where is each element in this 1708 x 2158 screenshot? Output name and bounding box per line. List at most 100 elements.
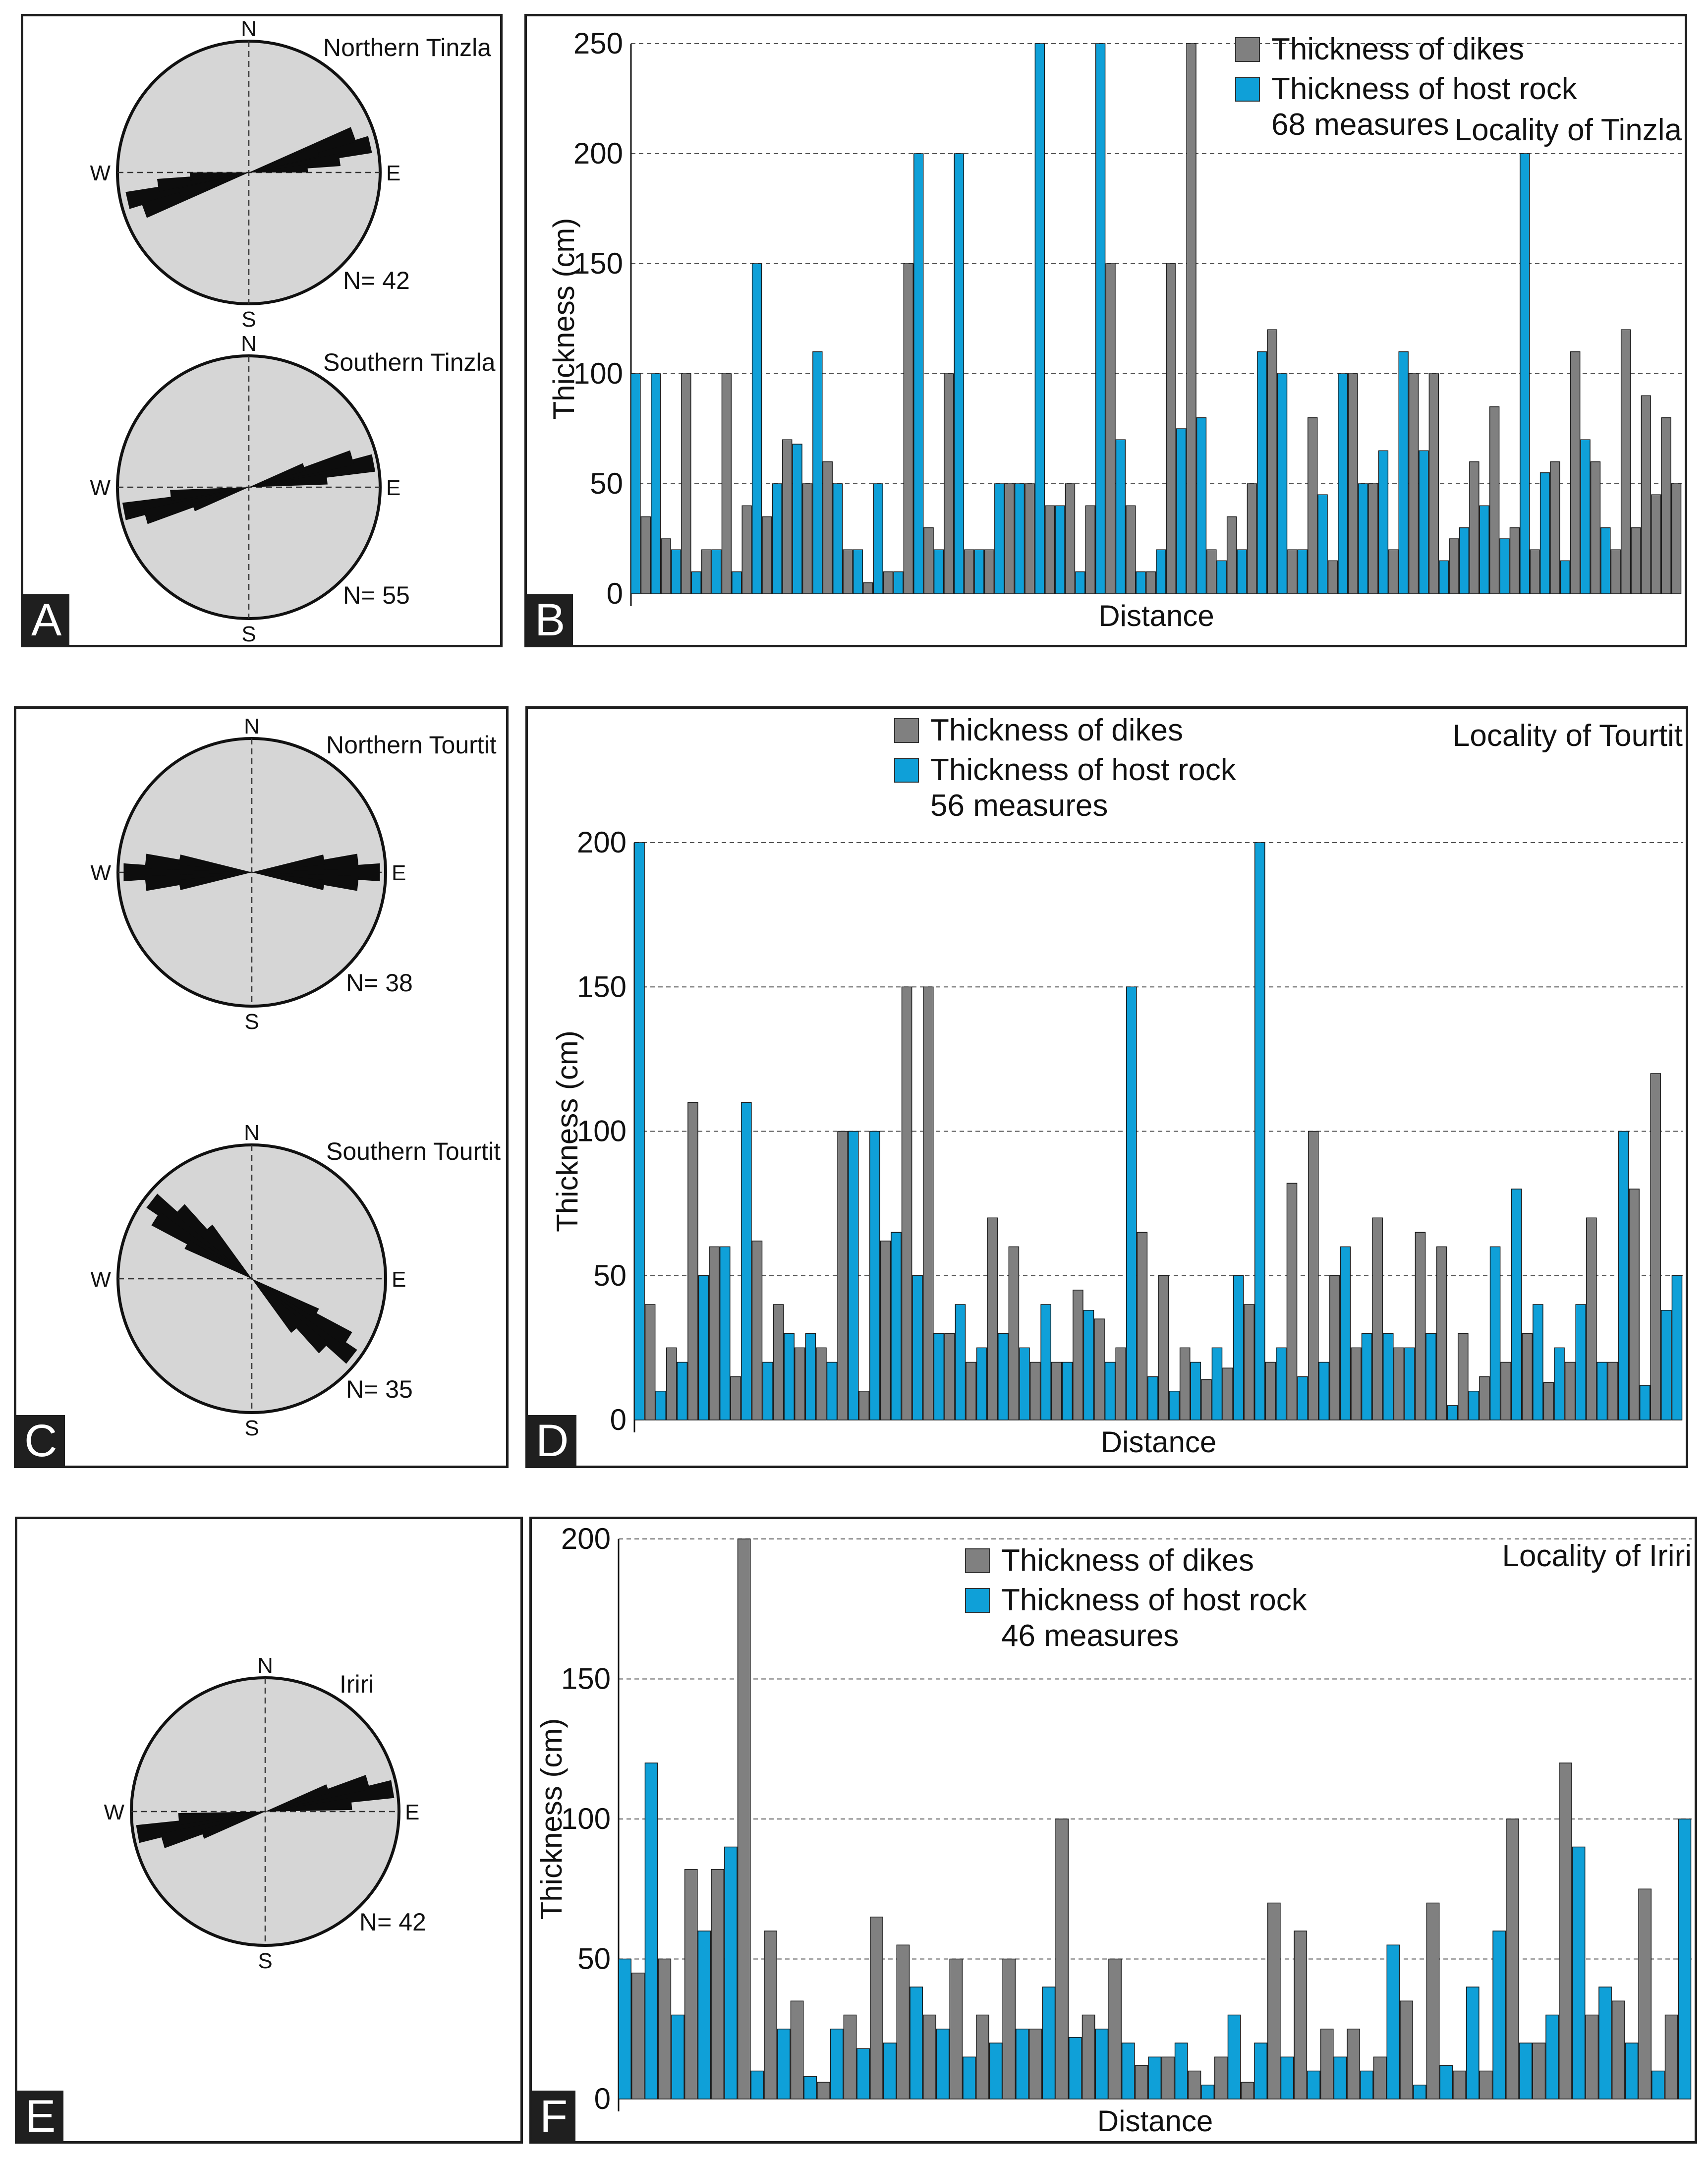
bar-dike — [1085, 505, 1095, 594]
rose-petal — [178, 872, 252, 890]
bar-host-rock — [883, 2043, 897, 2100]
x-axis-label: Distance — [1098, 599, 1214, 632]
locality-label: Locality of Tinzla — [1455, 113, 1682, 147]
bar-host-rock — [910, 1987, 923, 2100]
bar-host-rock — [1618, 1131, 1629, 1420]
bar-host-rock — [1297, 1376, 1308, 1420]
bar-dike — [1650, 1073, 1661, 1420]
east-label: E — [386, 161, 400, 185]
bar-dike — [1105, 263, 1116, 594]
west-label: W — [90, 861, 111, 885]
bar-host-rock — [1297, 549, 1308, 594]
bar-dike — [741, 505, 752, 594]
bar-host-rock — [671, 2014, 684, 2100]
south-label: S — [258, 1949, 272, 1973]
bar-dike — [1055, 1818, 1069, 2100]
bar-host-rock — [1201, 2085, 1215, 2100]
bar-dike — [1327, 560, 1338, 594]
bar-dike — [1558, 1762, 1572, 2100]
bar-dike — [1564, 1362, 1576, 1420]
bar-dike — [764, 1931, 777, 2100]
bar-dike — [1610, 549, 1621, 594]
rose-petal — [174, 1204, 252, 1279]
bar-dike — [984, 549, 995, 594]
bar-host-rock — [1016, 2029, 1029, 2100]
bar-dike — [661, 538, 671, 594]
bar-dike — [1051, 1362, 1062, 1420]
bar-host-rock — [1190, 1362, 1201, 1420]
bar-dike — [1453, 2070, 1466, 2100]
bar-host-rock — [1447, 1405, 1458, 1420]
bar-dike — [1590, 461, 1601, 594]
panel-d: 0 50 100 150 200 Distance Thickness (cm) Thickn… — [525, 706, 1688, 1468]
east-label: E — [392, 861, 406, 885]
bar-dike — [1408, 373, 1419, 594]
bar-dike — [1002, 1958, 1016, 2100]
rose-petal — [249, 146, 320, 172]
bar-host-rock — [1533, 1304, 1543, 1420]
bar-host-rock — [1439, 560, 1449, 594]
bar-dike — [730, 1376, 741, 1420]
rose-petal — [178, 172, 249, 199]
bar-host-rock — [1019, 1347, 1030, 1420]
bar-host-rock — [732, 571, 742, 594]
bar-host-rock — [1062, 1362, 1073, 1420]
bar-host-rock — [1333, 2056, 1347, 2100]
bar-dike — [1329, 1275, 1340, 1420]
bar-chart-tourtit: 0 50 100 150 200 Distance Thickness (cm) Thickn… — [551, 713, 1683, 1459]
bar-dike — [1008, 1246, 1020, 1420]
rose-petal — [265, 1798, 352, 1812]
bar-dike — [837, 1131, 848, 1420]
bar-dike — [923, 2014, 936, 2100]
bar-dike — [1186, 43, 1196, 594]
bar-dike — [1094, 1318, 1105, 1420]
bar-host-rock — [1257, 351, 1267, 594]
bar-host-rock — [792, 444, 802, 594]
bar-chart-tinzla: 0 50 100 150 200 250 Distance Thickness (cm) Thi… — [547, 27, 1682, 632]
bar-dike — [1651, 494, 1661, 594]
y-tick-label: 200 — [573, 137, 623, 170]
bar-host-rock — [1358, 483, 1368, 594]
bar-dike — [1267, 1902, 1281, 2100]
bar-host-rock — [1499, 538, 1510, 594]
rose-diagram-e: N S W E Iriri N= 42 — [104, 1653, 426, 1973]
y-tick-label: 0 — [610, 1403, 626, 1436]
rose-petal — [141, 172, 249, 218]
bar-dike — [1028, 2029, 1042, 2100]
bar-dike — [1469, 461, 1480, 594]
south-label: S — [244, 1010, 259, 1034]
y-tick-label: 50 — [593, 1259, 626, 1292]
bar-host-rock — [805, 1333, 816, 1420]
bar-host-rock — [1386, 1944, 1400, 2100]
bar-dike — [1244, 1304, 1254, 1420]
bar-dike — [1145, 571, 1156, 594]
bar-dike — [964, 549, 974, 594]
bar-dike — [817, 2082, 830, 2100]
y-tick-label: 100 — [577, 1115, 626, 1148]
bar-host-rock — [1069, 2037, 1082, 2100]
rose-count: N= 42 — [343, 267, 410, 294]
bar-dike — [1179, 1347, 1191, 1420]
east-label: E — [386, 476, 400, 500]
rose-petal — [252, 1279, 319, 1318]
bar-dike — [922, 986, 934, 1420]
rose-petal — [252, 854, 325, 872]
rose-petal — [157, 172, 249, 192]
south-label: S — [241, 307, 256, 332]
bar-host-rock — [784, 1333, 795, 1420]
bar-host-rock — [1227, 2014, 1241, 2100]
bar-host-rock — [963, 2056, 976, 2100]
rose-southern-tinzla: N S W E Southern Tinzla N= 55 — [90, 332, 495, 646]
bar-host-rock — [1237, 549, 1247, 594]
legend-swatch — [965, 1588, 990, 1613]
bar-dike — [1415, 1232, 1426, 1420]
bar-host-rock — [1600, 527, 1611, 594]
bar-dike — [1368, 483, 1378, 594]
y-axis-label: Thickness (cm) — [551, 1030, 584, 1232]
bar-host-rock — [1307, 2070, 1320, 2100]
bar-host-rock — [1196, 417, 1207, 594]
bar-host-rock — [1413, 2085, 1426, 2100]
panel-letter-a: A — [23, 594, 70, 645]
bar-host-rock — [698, 1275, 709, 1420]
bar-host-rock — [1360, 2070, 1373, 2100]
